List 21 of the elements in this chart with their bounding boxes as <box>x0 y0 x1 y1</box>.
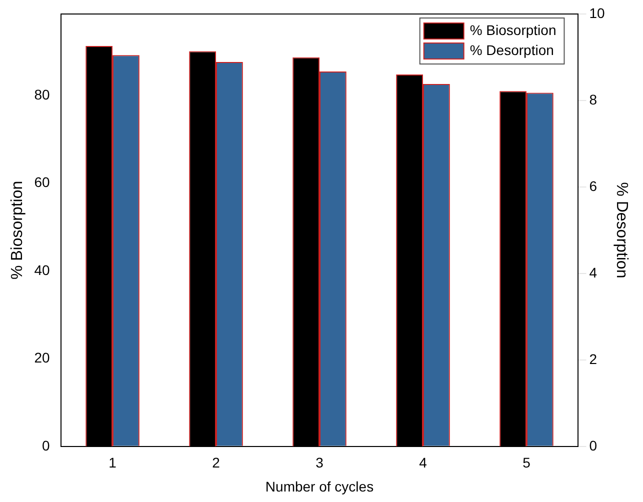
y2-tick-label: 10 <box>589 4 606 21</box>
y-axis-title: % Biosorption <box>9 180 26 280</box>
y-tick-label: 40 <box>34 262 50 278</box>
y2-tick-label: 0 <box>589 437 598 454</box>
y2-axis-title: % Desorption <box>612 182 630 278</box>
legend-label: % Biosorption <box>470 22 556 38</box>
y2-tick-label: 6 <box>589 178 598 194</box>
y-tick-label: 20 <box>34 350 50 366</box>
y-tick-label: 80 <box>34 86 50 102</box>
x-tick-label: 3 <box>316 454 324 471</box>
x-tick-label: 2 <box>212 454 220 471</box>
legend-label: % Desorption <box>470 42 554 58</box>
y2-tick-label: 2 <box>589 350 598 367</box>
y-tick-label: 60 <box>34 174 50 190</box>
x-tick-label: 4 <box>419 454 428 471</box>
y2-tick-label: 8 <box>589 91 598 108</box>
x-tick-label: 1 <box>108 454 117 471</box>
y2-tick-label: 4 <box>589 264 598 280</box>
x-axis-title: Number of cycles <box>265 478 374 494</box>
x-tick-label: 5 <box>522 454 531 471</box>
y-tick-label: 0 <box>42 437 50 454</box>
